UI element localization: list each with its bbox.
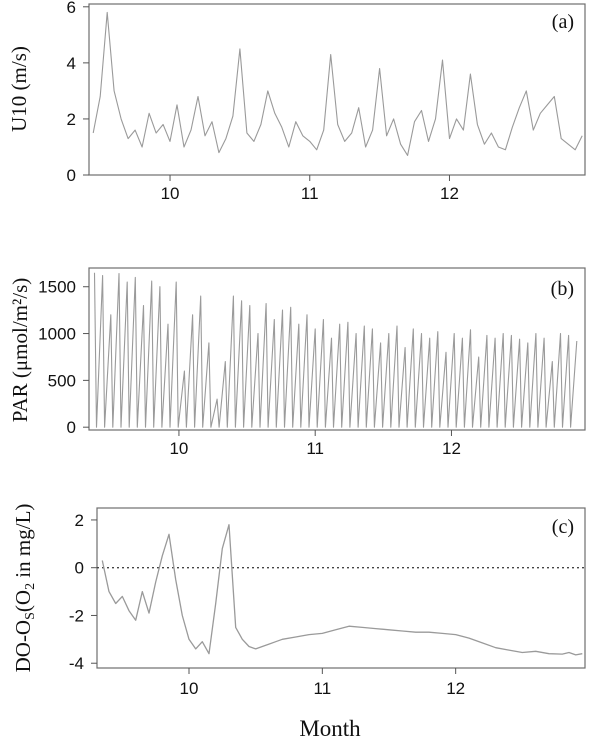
panel-c-y-tick-label: -4 xyxy=(69,654,84,673)
panel-b-frame xyxy=(88,267,586,431)
panel-a-tag: (a) xyxy=(552,11,574,33)
panel-a-y-tick-label: 4 xyxy=(67,54,76,73)
panel-c-ylabel-sub1: S xyxy=(23,612,38,620)
panel-c-ylabel-mid: (O xyxy=(11,590,35,612)
panel-a-x-tick-label: 10 xyxy=(161,184,180,203)
panel-b-x-tick-label: 10 xyxy=(169,439,188,458)
panel-c-series-line xyxy=(101,524,583,656)
panel-b-x-tick-label: 12 xyxy=(442,439,461,458)
panel-a-y-tick-label: 6 xyxy=(67,0,76,17)
panel-a-y-tick-label: 0 xyxy=(67,166,76,185)
panel-a-x-tick-label: 11 xyxy=(301,184,319,203)
panel-c-frame xyxy=(96,507,586,669)
panel-c-y-tick-label: 2 xyxy=(75,511,84,530)
panel-b: PAR (μmol/m²/s) (b) 0 500 1000 1500 10 11 12 xyxy=(8,267,586,458)
panel-c-ylabel-tail: in mg/L) xyxy=(11,504,35,583)
x-axis-title: Month xyxy=(299,716,361,741)
panel-c-y-axis-label: DO-OS(O2 in mg/L) xyxy=(11,504,38,673)
panel-a-series-line xyxy=(92,11,583,156)
panel-a-y-axis-label: U10 (m/s) xyxy=(7,46,31,132)
panel-b-series-line xyxy=(93,272,578,428)
panel-b-y-tick-label: 0 xyxy=(67,418,76,437)
panel-b-tag: (b) xyxy=(551,278,574,300)
panel-c-ylabel-lead: DO-O xyxy=(11,620,35,673)
panel-a: U10 (m/s) (a) 0 2 4 6 10 11 12 xyxy=(7,0,586,203)
panel-b-ylabel-text: PAR (μmol/m²/s) xyxy=(8,278,32,423)
panel-b-y-tick-label: 500 xyxy=(48,371,76,390)
panel-c-y-tick-label: -2 xyxy=(69,606,84,625)
panel-c: DO-OS(O2 in mg/L) (c) 20-2-410 11 12 xyxy=(11,504,586,698)
panel-c-x-tick-label: 10 xyxy=(180,679,199,698)
panel-a-x-tick-label: 12 xyxy=(440,184,459,203)
panel-b-x-tick-label: 11 xyxy=(306,439,324,458)
panel-a-y-tick-label: 2 xyxy=(67,110,76,129)
panel-a-frame xyxy=(88,3,586,176)
panel-b-y-tick-label: 1000 xyxy=(38,325,76,344)
panel-c-ylabel-sub2: 2 xyxy=(23,583,38,590)
panel-b-y-tick-label: 1500 xyxy=(38,278,76,297)
panel-c-y-tick-label: 0 xyxy=(75,559,84,578)
panel-c-x-tick-label: 11 xyxy=(314,679,332,698)
panel-b-y-axis-label: PAR (μmol/m²/s) xyxy=(8,278,32,423)
panel-c-tag: (c) xyxy=(552,516,574,538)
panel-c-x-tick-label: 12 xyxy=(446,679,465,698)
